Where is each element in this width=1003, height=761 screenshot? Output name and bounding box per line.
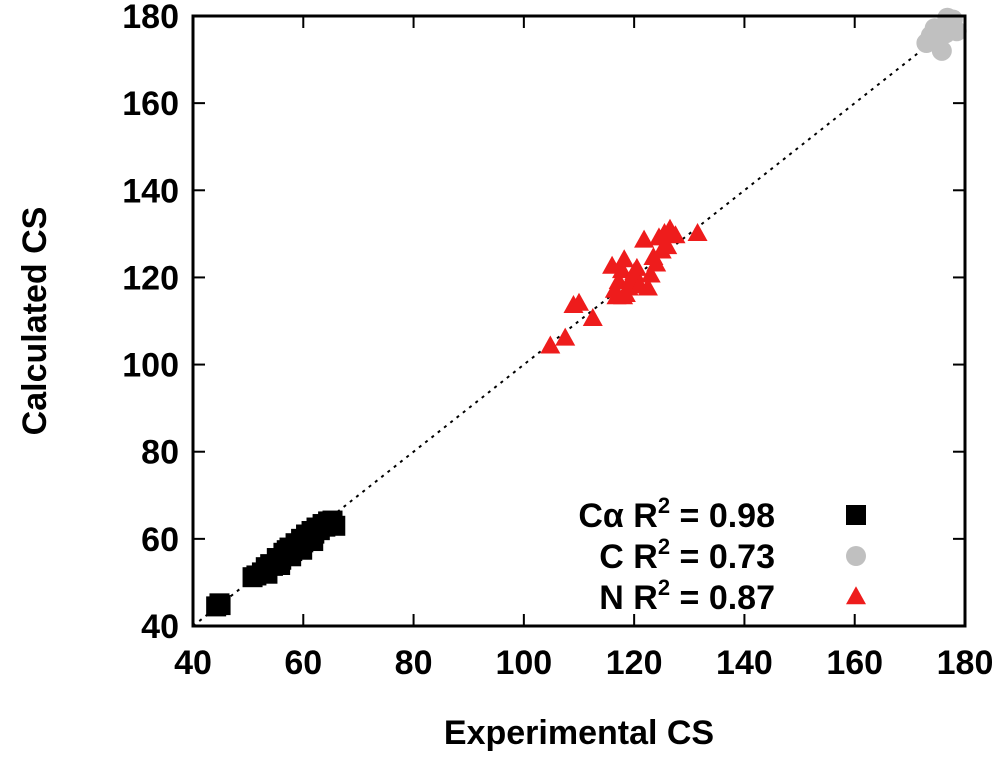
x-tick-label: 160 [826, 644, 883, 682]
legend-circle-marker [846, 546, 866, 566]
x-tick-label: 80 [395, 644, 433, 682]
triangle-data-point [612, 260, 633, 279]
y-tick-label: 120 [122, 259, 179, 297]
y-tick-label: 60 [141, 521, 179, 559]
triangle-data-point [613, 286, 634, 305]
y-tick-label: 180 [122, 0, 179, 36]
triangle-data-point [665, 225, 686, 244]
x-axis-ticks: 40 60 80 100 120 140 160 180 [174, 16, 993, 682]
legend-triangle-marker [846, 586, 866, 605]
series-triangle [540, 218, 708, 354]
triangle-data-point [687, 223, 708, 242]
triangle-data-point [637, 277, 658, 296]
x-tick-label: 180 [937, 644, 994, 682]
legend: Cα R2 = 0.98C R2 = 0.73N R2 = 0.87 [578, 493, 866, 617]
triangle-data-point [614, 249, 635, 268]
x-tick-label: 140 [716, 644, 773, 682]
y-tick-label: 160 [122, 85, 179, 123]
data-markers [206, 7, 967, 617]
x-tick-label: 40 [174, 644, 212, 682]
y-axis-title: Calculated CS [16, 207, 54, 436]
y-tick-label: 40 [141, 608, 179, 646]
y-tick-label: 80 [141, 434, 179, 472]
plot-frame [191, 14, 967, 628]
triangle-data-point [657, 236, 678, 255]
square-data-point [210, 595, 231, 616]
triangle-data-point [555, 327, 576, 346]
square-data-point [325, 515, 346, 536]
triangle-data-point [540, 335, 561, 354]
square-data-point [303, 531, 324, 552]
legend-square-marker [846, 505, 866, 525]
y-tick-label: 140 [122, 172, 179, 210]
x-tick-label: 120 [606, 644, 663, 682]
circle-data-point [937, 7, 958, 28]
triangle-data-point [640, 264, 661, 283]
series-circle [916, 7, 967, 61]
triangle-data-point [626, 257, 647, 276]
triangle-data-point [634, 229, 655, 248]
circle-data-point [931, 40, 952, 61]
x-tick-label: 60 [284, 644, 322, 682]
triangle-data-point [646, 253, 667, 272]
x-tick-label: 100 [495, 644, 552, 682]
y-tick-label: 100 [122, 347, 179, 385]
legend-label: N R2 = 0.87 [599, 575, 775, 617]
y-axis-ticks: 40 60 80 100 120 140 160 180 [122, 0, 965, 646]
x-axis-title: Experimental CS [444, 714, 714, 752]
legend-label: C R2 = 0.73 [599, 534, 775, 576]
triangle-data-point [582, 308, 603, 327]
triangle-data-point [569, 292, 589, 311]
legend-label: Cα R2 = 0.98 [578, 493, 775, 535]
series-square [206, 510, 346, 617]
